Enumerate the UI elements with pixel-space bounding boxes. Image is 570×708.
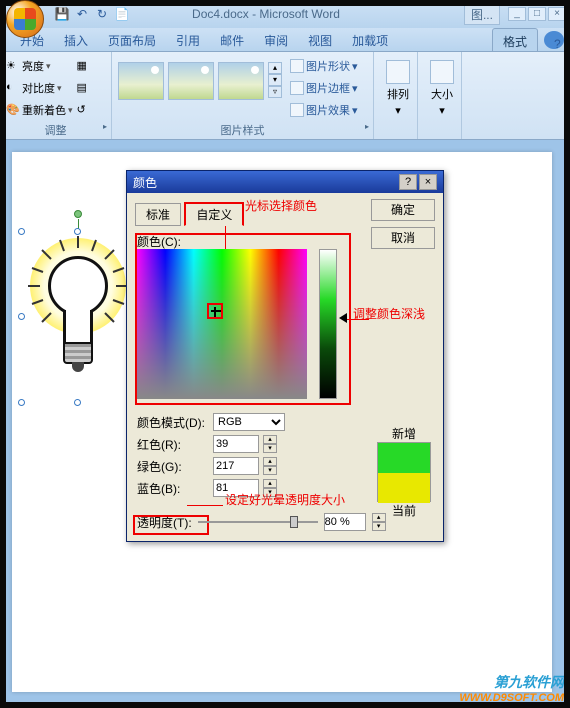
titlebar: 💾 ↶ ↻ 📄 Doc4.docx - Microsoft Word 图... … <box>0 0 570 28</box>
help-button[interactable]: ? <box>544 31 564 49</box>
new-color-label: 新增 <box>377 425 431 442</box>
ribbon: ☀亮度▾ ◐对比度▾ 🎨重新着色▾ ▦ ▤ ↺ 调整 ▴ ▾ ▿ 图片形状▾ <box>0 52 570 140</box>
reset-pic-icon[interactable]: ↺ <box>77 103 91 117</box>
trans-spin-up[interactable]: ▴ <box>372 513 386 522</box>
tab-custom[interactable]: 自定义 <box>184 202 244 226</box>
lightbulb-image <box>22 232 134 402</box>
blue-spin-up[interactable]: ▴ <box>263 479 277 488</box>
arrange-button[interactable]: 排列 <box>387 86 409 102</box>
quick-access-toolbar: 💾 ↶ ↻ 📄 <box>54 6 130 22</box>
watermark: 第九软件网 WWW.D9SOFT.COM <box>459 672 564 704</box>
brightness-icon: ☀ <box>6 59 20 73</box>
style-more[interactable]: ▿ <box>268 86 282 98</box>
pic-border-icon <box>290 81 304 95</box>
ok-button[interactable]: 确定 <box>371 199 435 221</box>
color-spectrum[interactable] <box>137 249 307 399</box>
brightness-button[interactable]: 亮度 <box>22 58 44 74</box>
change-pic-icon[interactable]: ▤ <box>77 81 91 95</box>
blue-label: 蓝色(B): <box>137 480 209 497</box>
red-spin-down[interactable]: ▾ <box>263 444 277 453</box>
tab-format[interactable]: 格式 <box>492 28 538 51</box>
annotation-transparency: 设定好光晕透明度大小 <box>225 491 345 508</box>
transparency-slider[interactable] <box>198 514 318 530</box>
office-button[interactable] <box>6 0 44 38</box>
rotate-handle[interactable] <box>74 210 82 218</box>
tab-review[interactable]: 审阅 <box>254 28 298 51</box>
contrast-button[interactable]: 对比度 <box>22 80 55 96</box>
green-spin-down[interactable]: ▾ <box>263 466 277 475</box>
mode-label: 颜色模式(D): <box>137 414 209 431</box>
tab-references[interactable]: 引用 <box>166 28 210 51</box>
red-label: 红色(R): <box>137 436 209 453</box>
tab-view[interactable]: 视图 <box>298 28 342 51</box>
pic-border-button[interactable]: 图片边框 <box>306 80 350 96</box>
dialog-help-button[interactable]: ? <box>399 174 417 190</box>
red-input[interactable] <box>213 435 259 453</box>
transparency-knob[interactable] <box>290 516 298 528</box>
current-color-swatch <box>378 473 430 503</box>
qat-save-icon[interactable]: 💾 <box>54 6 70 22</box>
trans-spin-down[interactable]: ▾ <box>372 522 386 531</box>
color-mode-select[interactable]: RGB <box>213 413 285 431</box>
context-tab-label: 图... <box>464 4 500 25</box>
dialog-close-button[interactable]: × <box>419 174 437 190</box>
green-label: 绿色(G): <box>137 458 209 475</box>
size-icon <box>430 60 454 84</box>
dialog-title: 颜色 <box>133 174 157 191</box>
window-title: Doc4.docx - Microsoft Word <box>192 7 340 21</box>
annotation-cursor: 光标选择颜色 <box>245 197 317 214</box>
tab-mail[interactable]: 邮件 <box>210 28 254 51</box>
color-picker-cursor[interactable] <box>207 303 223 319</box>
tab-insert[interactable]: 插入 <box>54 28 98 51</box>
compress-icon[interactable]: ▦ <box>77 59 91 73</box>
dialog-titlebar[interactable]: 颜色 ? × <box>127 171 443 193</box>
pic-shape-icon <box>290 59 304 73</box>
pic-effects-icon <box>290 103 304 117</box>
style-thumb-2[interactable] <box>168 62 214 100</box>
style-scroll-down[interactable]: ▾ <box>268 74 282 86</box>
selected-image[interactable] <box>22 232 134 402</box>
recolor-button[interactable]: 重新着色 <box>22 102 66 118</box>
style-thumb-3[interactable] <box>218 62 264 100</box>
tab-layout[interactable]: 页面布局 <box>98 28 166 51</box>
new-color-swatch <box>378 443 430 473</box>
qat-open-icon[interactable]: 📄 <box>114 6 130 22</box>
minimize-button[interactable]: _ <box>508 7 526 21</box>
recolor-icon: 🎨 <box>6 103 20 117</box>
close-button[interactable]: × <box>548 7 566 21</box>
pic-shape-button[interactable]: 图片形状 <box>306 58 350 74</box>
transparency-label: 透明度(T): <box>137 514 192 531</box>
tab-addin[interactable]: 加载项 <box>342 28 398 51</box>
style-thumb-1[interactable] <box>118 62 164 100</box>
qat-undo-icon[interactable]: ↶ <box>74 6 90 22</box>
tab-standard[interactable]: 标准 <box>135 203 181 226</box>
maximize-button[interactable]: □ <box>528 7 546 21</box>
red-spin-up[interactable]: ▴ <box>263 435 277 444</box>
contrast-icon: ◐ <box>6 81 20 95</box>
style-scroll-up[interactable]: ▴ <box>268 62 282 74</box>
green-input[interactable] <box>213 457 259 475</box>
cancel-button[interactable]: 取消 <box>371 227 435 249</box>
pic-effects-button[interactable]: 图片效果 <box>306 102 350 118</box>
ribbon-tabs: 开始 插入 页面布局 引用 邮件 审阅 视图 加载项 格式 ? <box>0 28 570 52</box>
group-styles-label: 图片样式 <box>118 120 367 138</box>
annotation-depth: 调整颜色深浅 <box>353 305 425 322</box>
group-adjust-label: 调整 <box>6 120 105 138</box>
transparency-input[interactable] <box>324 513 366 531</box>
arrange-icon <box>386 60 410 84</box>
value-slider[interactable] <box>319 249 337 399</box>
value-slider-pointer[interactable] <box>339 313 347 323</box>
green-spin-up[interactable]: ▴ <box>263 457 277 466</box>
color-dialog: 颜色 ? × 标准 自定义 光标选择颜色 确定 取消 颜色(C): 调整颜色深浅… <box>126 170 444 542</box>
qat-redo-icon[interactable]: ↻ <box>94 6 110 22</box>
color-swatch <box>377 442 431 502</box>
size-button[interactable]: 大小 <box>431 86 453 102</box>
